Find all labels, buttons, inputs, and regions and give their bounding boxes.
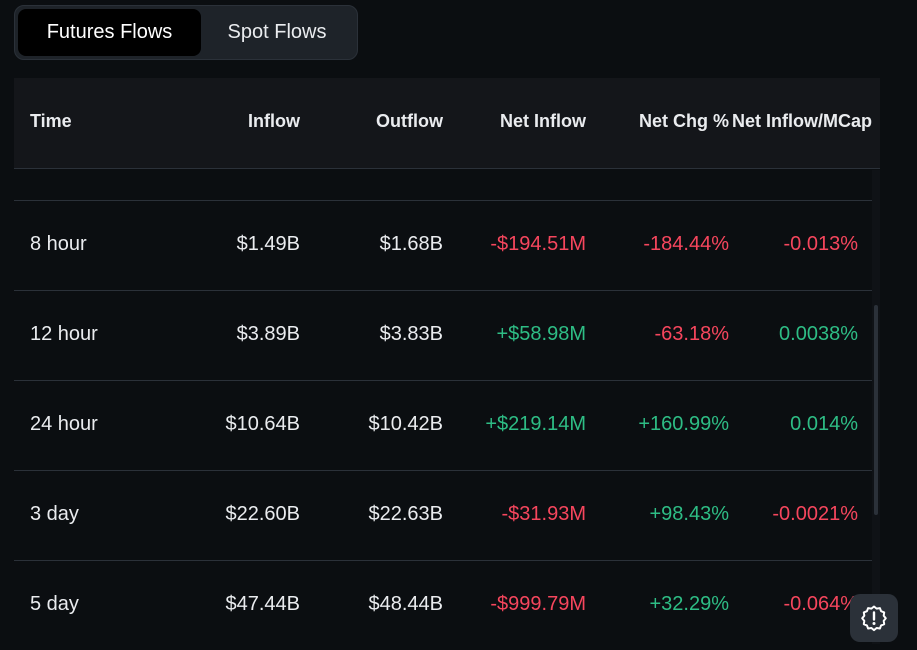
cell-outflow: $22.63B xyxy=(368,503,443,525)
tab-spot-flows[interactable]: Spot Flows xyxy=(227,21,327,43)
alert-circle-icon xyxy=(861,605,887,632)
column-header-inflow[interactable]: Inflow xyxy=(248,111,300,131)
table-row: 8 hour $1.49B $1.68B -$194.51M -184.44% … xyxy=(14,200,872,290)
cell-net-inflow-mcap: -0.064% xyxy=(783,593,859,615)
cell-time: 12 hour xyxy=(30,323,98,345)
table-row: 5 day $47.44B $48.44B -$999.79M +32.29% … xyxy=(14,560,872,650)
cell-inflow: $1.49B xyxy=(236,233,300,255)
column-header-net-inflow[interactable]: Net Inflow xyxy=(500,111,586,131)
flow-type-tabs: Futures Flows Spot Flows xyxy=(14,5,358,60)
cell-time: 24 hour xyxy=(30,413,98,435)
table-row: 12 hour $3.89B $3.83B +$58.98M -63.18% 0… xyxy=(14,290,872,380)
table-row: 3 day $22.60B $22.63B -$31.93M +98.43% -… xyxy=(14,470,872,560)
cell-outflow: $10.42B xyxy=(368,413,443,435)
cell-time: 8 hour xyxy=(30,233,87,255)
column-header-time[interactable]: Time xyxy=(30,111,72,131)
cell-net-inflow: +$219.14M xyxy=(485,413,586,435)
cell-net-inflow-mcap: 0.0038% xyxy=(779,323,858,345)
table-row: 24 hour $10.64B $10.42B +$219.14M +160.9… xyxy=(14,380,872,470)
table-header: Time Inflow Outflow Net Inflow Net Chg %… xyxy=(14,78,880,169)
cell-outflow: $3.83B xyxy=(379,323,443,345)
cell-net-inflow-mcap: -0.013% xyxy=(783,233,859,255)
cell-inflow: $47.44B xyxy=(225,593,300,615)
cell-net-inflow: -$31.93M xyxy=(501,503,587,525)
column-header-net-inflow-mcap[interactable]: Net Inflow/MCap xyxy=(732,111,872,131)
column-header-outflow[interactable]: Outflow xyxy=(376,111,443,131)
cell-time: 5 day xyxy=(30,593,79,615)
cell-net-chg: -184.44% xyxy=(643,233,729,255)
cell-net-inflow-mcap: 0.014% xyxy=(790,413,858,435)
cell-inflow: $22.60B xyxy=(225,503,300,525)
cell-outflow: $48.44B xyxy=(368,593,443,615)
help-button[interactable] xyxy=(850,594,898,642)
cell-net-inflow: -$999.79M xyxy=(490,593,586,615)
cell-net-chg: -63.18% xyxy=(654,323,730,345)
table-scrollbar-thumb[interactable] xyxy=(874,305,878,515)
cell-net-chg: +160.99% xyxy=(638,413,729,435)
cell-net-inflow-mcap: -0.0021% xyxy=(772,503,858,525)
cell-net-inflow: +$58.98M xyxy=(496,323,586,345)
cell-inflow: $10.64B xyxy=(225,413,300,435)
cell-net-chg: +32.29% xyxy=(649,593,729,615)
cell-inflow: $3.89B xyxy=(236,323,300,345)
cell-net-inflow: -$194.51M xyxy=(490,233,586,255)
flows-table: Time Inflow Outflow Net Inflow Net Chg %… xyxy=(14,78,880,644)
cell-time: 3 day xyxy=(30,503,79,525)
tab-futures-flows[interactable]: Futures Flows xyxy=(18,9,201,56)
column-header-net-chg[interactable]: Net Chg % xyxy=(639,111,729,131)
cell-net-chg: +98.43% xyxy=(649,503,729,525)
cell-outflow: $1.68B xyxy=(379,233,443,255)
